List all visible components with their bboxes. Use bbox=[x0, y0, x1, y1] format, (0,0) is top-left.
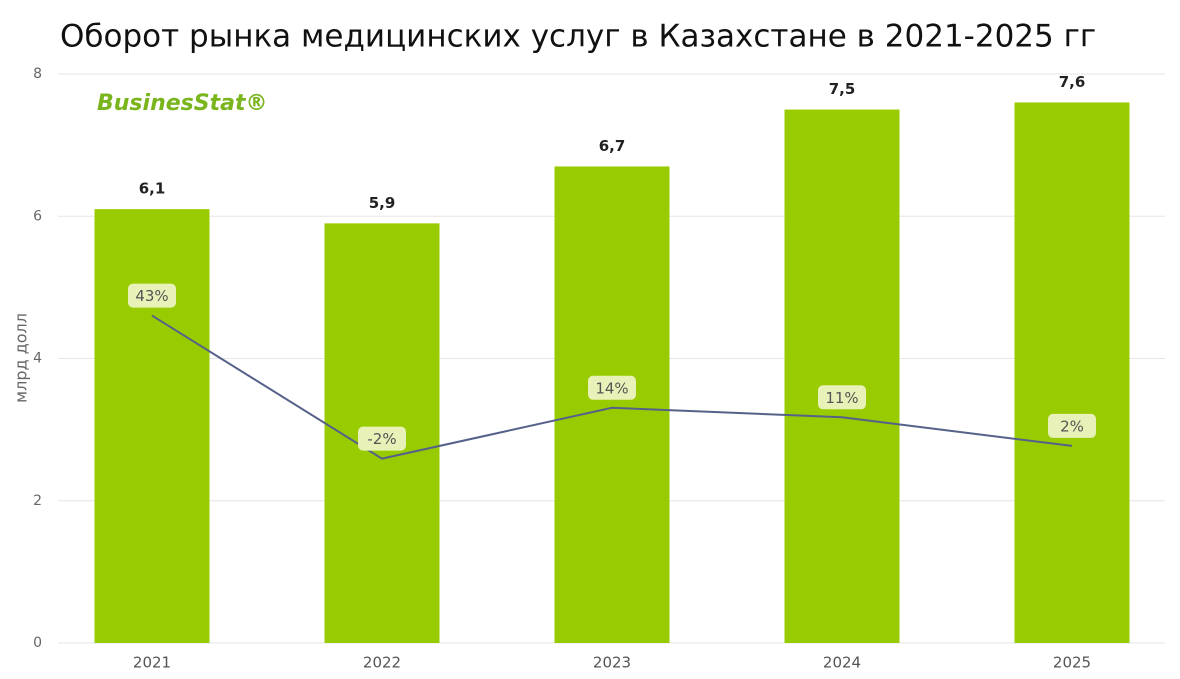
y-tick-label: 2 bbox=[33, 493, 42, 509]
y-axis-label: млрд долл bbox=[12, 313, 31, 403]
y-tick-label: 6 bbox=[33, 208, 42, 224]
chart-title: Оборот рынка медицинских услуг в Казахст… bbox=[60, 19, 1096, 55]
line-value-label: 11% bbox=[825, 389, 858, 407]
line-value-label: -2% bbox=[367, 430, 396, 448]
line-label-box bbox=[588, 375, 636, 400]
line-label-box bbox=[358, 426, 406, 451]
bar bbox=[94, 209, 210, 643]
bar bbox=[1014, 102, 1130, 643]
x-tick-label: 2024 bbox=[823, 654, 861, 672]
line-value-label: 43% bbox=[135, 287, 168, 305]
bar-value-label: 6,1 bbox=[139, 180, 166, 198]
x-tick-label: 2021 bbox=[133, 654, 171, 672]
logo: BusinesStat® bbox=[97, 91, 267, 116]
line-label-box bbox=[818, 385, 866, 410]
bar-value-label: 7,5 bbox=[829, 80, 856, 98]
y-tick-label: 8 bbox=[33, 66, 42, 82]
line bbox=[151, 314, 1073, 460]
line-value-label: 14% bbox=[595, 379, 628, 397]
line-label-box bbox=[1048, 413, 1096, 438]
bar bbox=[554, 166, 670, 643]
x-tick-label: 2025 bbox=[1053, 654, 1091, 672]
bar-value-label: 7,6 bbox=[1059, 73, 1086, 91]
bar-value-label: 5,9 bbox=[369, 194, 396, 212]
y-tick-label: 0 bbox=[33, 635, 42, 651]
x-tick-label: 2022 bbox=[363, 654, 401, 672]
bar-value-label: 6,7 bbox=[599, 137, 626, 155]
line-label-box bbox=[128, 283, 176, 308]
bar bbox=[784, 109, 900, 643]
line-value-label: 2% bbox=[1060, 417, 1084, 435]
x-tick-label: 2023 bbox=[593, 654, 631, 672]
y-tick-label: 4 bbox=[33, 351, 42, 367]
